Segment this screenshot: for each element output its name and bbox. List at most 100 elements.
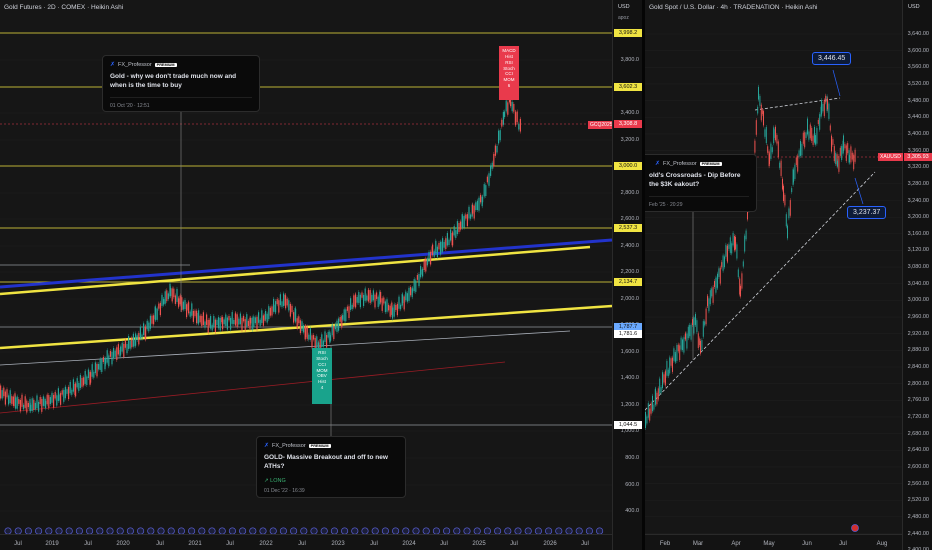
candle (15, 397, 17, 409)
candle (230, 317, 232, 330)
level-price-label[interactable]: 3,602.3 (614, 83, 642, 91)
candle (356, 296, 358, 303)
candle (646, 416, 648, 424)
candle (395, 304, 397, 310)
candle (285, 295, 287, 309)
candle (291, 305, 293, 313)
pane-divider[interactable] (642, 0, 645, 550)
candle (170, 287, 172, 297)
candle (780, 160, 782, 176)
candle (704, 321, 706, 326)
candle (794, 164, 796, 179)
candle (136, 335, 138, 340)
idea-card-2020[interactable]: ✗ FX_Professor PREMIUM Gold - why we don't… (102, 55, 260, 112)
level-price-label[interactable]: 2,537.3 (614, 224, 642, 232)
candle (132, 333, 134, 347)
candle (763, 111, 764, 126)
currency-unit[interactable]: USD (618, 4, 630, 10)
idea-title[interactable]: GOLD- Massive Breakout and off to new AT… (264, 454, 388, 470)
candle (652, 395, 653, 412)
idea-title[interactable]: Gold - why we don't trade much now and w… (110, 73, 237, 89)
candle (653, 404, 655, 410)
axis-setting[interactable]: apoz (618, 15, 629, 21)
candle (849, 155, 850, 163)
candle (246, 314, 248, 327)
candle (251, 317, 253, 331)
time-tick: Jul (298, 541, 306, 547)
candle (486, 176, 488, 183)
candle (693, 317, 695, 334)
idea-card-2025[interactable]: ✗ FX_Professor PREMIUM old's Crossroads - … (645, 154, 757, 212)
candle (166, 290, 168, 302)
level-price-label[interactable]: 3,998.2 (614, 29, 642, 37)
signal-label: MACD (502, 48, 516, 53)
candle (411, 288, 413, 298)
time-tick: Jun (802, 541, 812, 547)
price-tick: 2,560.00 (907, 480, 929, 487)
candle (348, 306, 350, 319)
candle (679, 345, 681, 361)
candle (139, 326, 141, 339)
callout-low[interactable]: 3,237.37 (847, 206, 887, 219)
level-price-label[interactable]: 3,000.0 (614, 162, 642, 170)
candle (383, 297, 385, 304)
candle (801, 143, 803, 156)
left-price-axis[interactable]: USD apoz 3,800.03,600.03,400.03,200.02,8… (612, 0, 642, 550)
price-tick: 2,600.0 (620, 216, 639, 222)
candle (231, 312, 233, 324)
currency-unit[interactable]: USD (908, 4, 920, 10)
price-tick: 2,400.0 (620, 243, 639, 249)
candle (266, 313, 268, 323)
candle (719, 267, 721, 284)
candle (797, 155, 799, 172)
time-axis[interactable]: Feb Mar Apr May Jun Jul Aug (645, 534, 902, 550)
candle (303, 325, 305, 333)
xauusd-chart[interactable]: Gold Spot / U.S. Dollar · 4h · TRADENATI… (645, 0, 902, 550)
right-price-axis[interactable]: USD 3,640.00 3,600.00 3,560.00 3,520.00 3,48… (902, 0, 932, 550)
idea-title[interactable]: old's Crossroads - Dip Before the $3K ea… (649, 172, 741, 188)
candle (755, 120, 757, 135)
time-tick: 2025 (472, 541, 486, 547)
left-chart-canvas[interactable] (0, 0, 612, 550)
candle (821, 100, 822, 115)
candle (814, 126, 815, 143)
candle (831, 135, 832, 152)
candle (518, 123, 520, 130)
level-price-label[interactable]: 1,781.6 (614, 330, 642, 338)
candle (78, 383, 80, 391)
candle (483, 184, 485, 197)
callout-high[interactable]: 3,446.45 (812, 52, 852, 65)
candle (334, 324, 336, 330)
candle (321, 334, 323, 347)
time-axis[interactable]: Jul 2019 Jul 2020 Jul 2021 Jul 2022 Jul 2023 Jul 20… (0, 534, 612, 550)
time-tick: 2019 (45, 541, 59, 547)
price-tick: 2,000.0 (620, 296, 639, 302)
price-tick: 3,160.00 (907, 230, 929, 237)
candle (278, 300, 280, 313)
level-price-label[interactable]: 3,308.8 (614, 120, 642, 128)
current-price-label[interactable]: 3,305.93 (904, 153, 932, 161)
candle (269, 307, 271, 316)
candle (235, 313, 237, 324)
right-chart-canvas[interactable] (645, 0, 902, 550)
candle (19, 399, 21, 412)
candle (149, 315, 151, 329)
candle (318, 342, 320, 349)
gold-futures-chart[interactable]: Gold Futures · 2D · COMEX · Heikin Ashi … (0, 0, 612, 550)
level-price-label[interactable]: 1,044.5 (614, 421, 642, 429)
candle (695, 313, 696, 325)
candle (56, 395, 58, 406)
candle (802, 132, 804, 144)
candle (513, 103, 515, 112)
candle (655, 388, 656, 404)
level-price-label[interactable]: 2,134.7 (614, 278, 642, 286)
level-price-label[interactable]: 1,787.7 (614, 323, 642, 331)
candle (656, 392, 658, 405)
candle (773, 127, 775, 144)
idea-card-2022[interactable]: ✗ FX_Professor PREMIUM GOLD- Massive Break… (256, 436, 406, 498)
candle (49, 397, 51, 405)
candle (199, 315, 201, 323)
price-tick: 2,680.00 (907, 430, 929, 437)
candle (805, 132, 807, 138)
premium-badge: PREMIUM (308, 443, 331, 448)
